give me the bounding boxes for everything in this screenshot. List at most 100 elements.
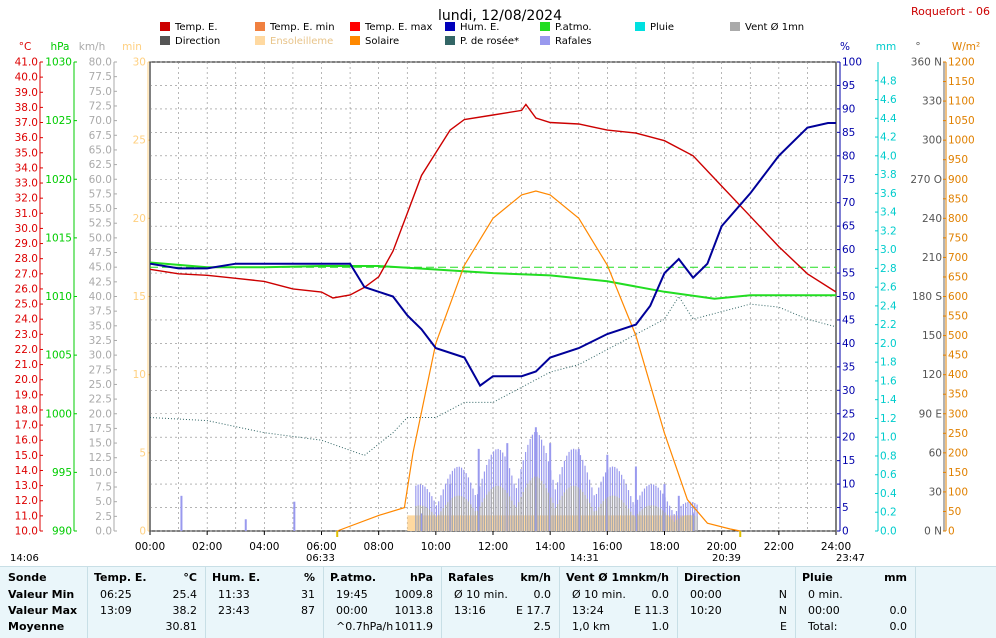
tick-label: 47.5 — [89, 247, 112, 259]
tick-label: 3.0 — [880, 244, 897, 256]
tick-label: 50 — [948, 506, 961, 518]
tick-label: 550 — [948, 311, 968, 323]
tick-label: 11.0 — [15, 510, 38, 522]
summary-cell-time: 10:20 — [690, 604, 722, 617]
tick-label: 1150 — [948, 76, 975, 88]
summary-col-unit: % — [303, 571, 315, 584]
tick-label: 1020 — [45, 174, 72, 186]
tick-label: 39.0 — [15, 87, 38, 99]
time-label: 00:00 — [135, 541, 165, 553]
tick-label: 4.4 — [880, 113, 897, 125]
tick-label: 28.0 — [15, 253, 38, 265]
summary-cell-time: 06:25 — [100, 588, 132, 601]
tick-label: 360 N — [911, 57, 942, 69]
summary-col-unit: °C — [183, 571, 197, 584]
tick-label: 16.0 — [15, 435, 38, 447]
tick-label: 4.8 — [880, 75, 897, 87]
row-label-avg: Moyenne — [8, 620, 65, 633]
tick-label: 7.5 — [95, 482, 112, 494]
tick-label: 3.6 — [880, 188, 897, 200]
summary-cell-value: N — [778, 588, 787, 601]
summary-cell-value: E 17.7 — [516, 604, 551, 617]
summary-col-1: Temp. E. °C 06:25 25.4 13:09 38.2 30.81 — [88, 567, 206, 638]
tick-label: 32.5 — [89, 335, 112, 347]
summary-col-4: Rafales km/h Ø 10 min. 0.0 13:16 E 17.7 2.5 — [442, 567, 560, 638]
tick-label: 40.0 — [89, 291, 112, 303]
summary-cell-value: 1.0 — [651, 620, 670, 633]
tick-label: 60 — [929, 447, 942, 459]
tick-label: 25 — [133, 135, 146, 147]
legend-swatch — [255, 22, 265, 31]
summary-cell-time: 13:24 — [572, 604, 604, 617]
tick-label: 37.5 — [89, 306, 112, 318]
row-label-max: Valeur Max — [8, 604, 78, 617]
tick-label: 80 — [842, 150, 855, 162]
tick-label: 62.5 — [89, 159, 112, 171]
tick-label: 13.0 — [15, 480, 38, 492]
legend-swatch — [445, 36, 455, 45]
tick-label: 22.0 — [15, 344, 38, 356]
summary-cell-value: N — [778, 604, 787, 617]
sunrise-label: 06:33 — [306, 553, 335, 564]
tick-label: 950 — [948, 154, 968, 166]
tick-label: 1030 — [45, 57, 72, 69]
axis-unit: hPa — [51, 41, 70, 53]
tick-label: 1000 — [948, 135, 975, 147]
tick-label: 75.0 — [89, 86, 112, 98]
tick-label: 27.0 — [15, 268, 38, 280]
time-label: 20:00 — [707, 541, 737, 553]
legend-swatch — [540, 36, 550, 45]
tick-label: 26.0 — [15, 283, 38, 295]
legend-label: Direction — [175, 36, 220, 47]
summary-cell-time: 23:43 — [218, 604, 250, 617]
tick-label: 2.6 — [880, 282, 897, 294]
tick-label: 5.0 — [95, 496, 112, 508]
chart-title: lundi, 12/08/2024 — [438, 8, 562, 24]
tick-label: 700 — [948, 252, 968, 264]
time-label: 22:00 — [764, 541, 794, 553]
tick-label: 55.0 — [89, 203, 112, 215]
summary-cell-time: Total: — [808, 620, 838, 633]
summary-cell-value: 25.4 — [172, 588, 198, 601]
tick-label: 90 E — [919, 408, 942, 420]
tick-label: 650 — [948, 271, 968, 283]
legend-swatch — [730, 22, 740, 31]
tick-label: 5 — [842, 502, 849, 514]
tick-label: 500 — [948, 330, 968, 342]
tick-label: 3.4 — [880, 207, 897, 219]
summary-cell-time: Ø 10 min. — [572, 588, 626, 601]
axis-unit: ° — [915, 41, 920, 53]
summary-cell-time: 1,0 km — [572, 620, 611, 633]
tick-label: 19.0 — [15, 389, 38, 401]
tick-label: 3.2 — [880, 225, 897, 237]
tick-label: 2.8 — [880, 263, 897, 275]
tick-label: 18.0 — [15, 404, 38, 416]
legend-swatch — [540, 22, 550, 31]
tick-label: 50.0 — [89, 232, 112, 244]
tick-label: 450 — [948, 350, 968, 362]
summary-col-title: Hum. E. — [212, 571, 261, 584]
pressure-line — [149, 261, 836, 300]
tick-label: 0 — [842, 526, 849, 538]
tick-label: 34.0 — [15, 162, 38, 174]
tick-label: 50 — [842, 291, 855, 303]
tick-label: 95 — [842, 80, 855, 92]
summary-col-3: P.atmo. hPa 19:45 1009.8 00:00 1013.8 ^0.7hPa/… — [324, 567, 442, 638]
legend-label: Rafales — [555, 36, 592, 47]
tick-label: 1050 — [948, 115, 975, 127]
row-label-min: Valeur Min — [8, 588, 75, 601]
tick-label: 72.5 — [89, 100, 112, 112]
time-label: 06:00 — [306, 541, 336, 553]
tick-label: 15.0 — [15, 450, 38, 462]
tick-label: 45 — [842, 314, 855, 326]
summary-col-title: P.atmo. — [330, 571, 377, 584]
tick-label: 30.0 — [89, 350, 112, 362]
tick-label: 77.5 — [89, 71, 112, 83]
legend-label: P.atmo. — [555, 22, 592, 33]
tick-label: 0.0 — [880, 526, 897, 538]
tick-label: 41.0 — [15, 57, 38, 69]
tick-label: 1005 — [45, 350, 72, 362]
summary-cell-value: 38.2 — [172, 604, 198, 617]
time-label: 14:00 — [535, 541, 565, 553]
tick-label: 300 — [922, 135, 942, 147]
